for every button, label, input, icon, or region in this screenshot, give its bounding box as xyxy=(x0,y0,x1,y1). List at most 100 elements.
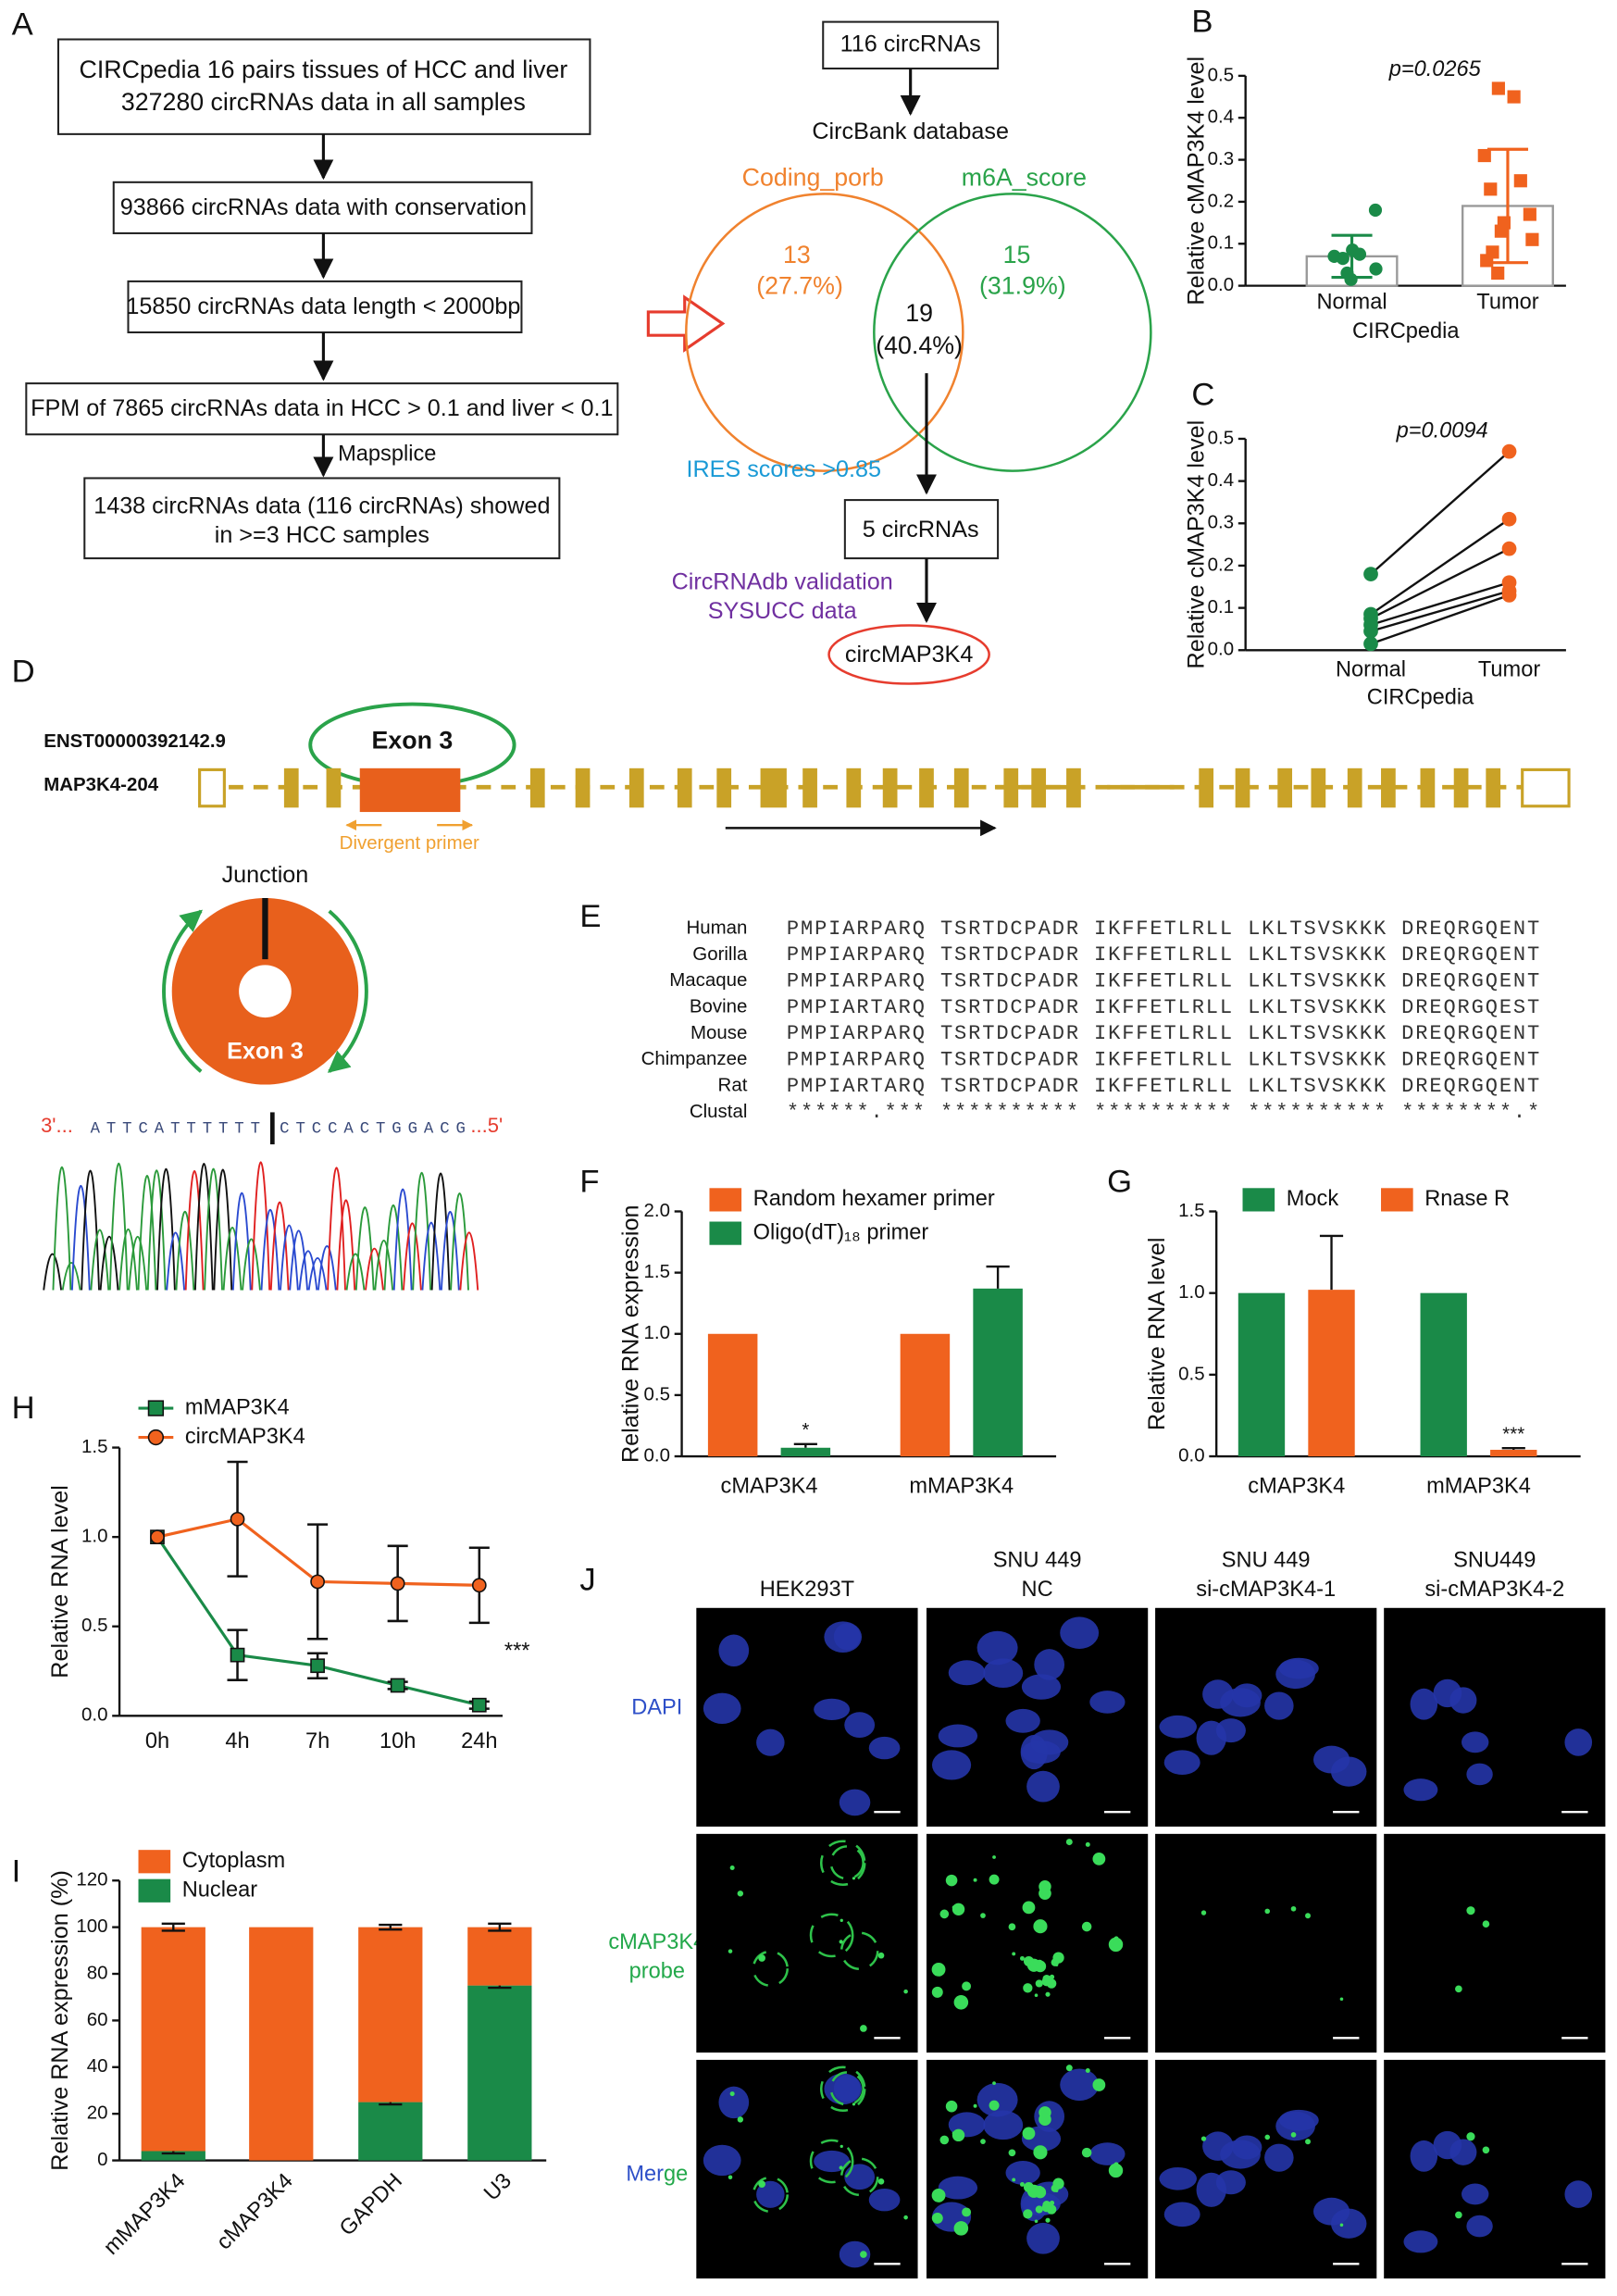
data-point xyxy=(1525,232,1539,246)
chromatogram-peak xyxy=(365,1247,384,1291)
flow-box xyxy=(25,382,619,436)
legend-swatch xyxy=(138,1850,171,1874)
nucleus xyxy=(1403,1778,1438,1802)
microscopy: J DAPI cMAP3K4 probe Merge HEK293T SNU 44… xyxy=(579,1549,1606,2279)
micrograph xyxy=(1384,1833,1606,2053)
probe-signal xyxy=(1019,2182,1025,2187)
probe-signal xyxy=(752,1950,789,1987)
probe-signal xyxy=(1023,1983,1033,1993)
panel-label: H xyxy=(12,1391,35,1426)
x-tick-label: 7h xyxy=(305,1729,330,1753)
panel-label: B xyxy=(1191,4,1213,39)
nucleus xyxy=(1089,1691,1126,1714)
nucleus xyxy=(1264,2143,1294,2172)
y-tick-label: 0.5 xyxy=(644,1383,670,1404)
data-point xyxy=(1491,266,1505,281)
nucleus xyxy=(1449,1687,1477,1714)
chromatogram-peak xyxy=(118,1228,138,1291)
probe-signal xyxy=(980,1913,986,1918)
column-header: SNU449 xyxy=(1453,1549,1536,1573)
y-tick-label: 0.0 xyxy=(81,1704,107,1726)
chromatogram-peak xyxy=(99,1236,119,1291)
y-tick-label: 1.0 xyxy=(1178,1281,1204,1303)
bar-segment xyxy=(358,2102,423,2161)
nucleus xyxy=(824,2073,863,2105)
micrograph xyxy=(1155,1833,1377,2053)
probe-signal xyxy=(1305,1913,1311,1919)
flow-text: FPM of 7865 circRNAs data in HCC > 0.1 a… xyxy=(31,395,613,421)
probe-signal xyxy=(1035,1979,1043,1988)
nucleus xyxy=(868,2188,901,2212)
bar xyxy=(973,1288,1023,1457)
y-tick-label: 120 xyxy=(76,1869,107,1890)
legend-label: Rnase R xyxy=(1424,1187,1510,1211)
chromatogram-peak xyxy=(222,1226,243,1291)
probe-signal xyxy=(1012,1952,1016,1956)
y-tick-label: 20 xyxy=(87,2103,108,2124)
probe-signal xyxy=(1290,1905,1297,1912)
probe-signal xyxy=(931,2212,943,2224)
flow-text: 116 circRNAs xyxy=(840,31,981,56)
y-tick-label: 0.0 xyxy=(644,1444,670,1466)
y-tick-label: 0.4 xyxy=(1208,106,1234,128)
nucleus xyxy=(703,2144,741,2177)
data-point xyxy=(1352,247,1367,261)
y-tick-label: 0.0 xyxy=(1178,1444,1204,1466)
aligned-sequence: PMPIARTARQ TSRTDCPADR IKFFETLRLL LKLTSVS… xyxy=(787,1075,1541,1098)
bar-segment xyxy=(141,2151,205,2161)
chromatogram-peak xyxy=(345,1253,366,1291)
probe-signal xyxy=(852,1877,856,1880)
column-header: SNU 449 xyxy=(993,1549,1082,1573)
row-label: probe xyxy=(629,1960,685,1984)
exon-3 xyxy=(359,767,461,813)
exon xyxy=(1031,767,1047,808)
legend-swatch xyxy=(147,1429,165,1446)
nucleus xyxy=(718,1634,750,1667)
venn-share: (31.9%) xyxy=(979,271,1066,299)
legend-swatch xyxy=(147,1400,165,1416)
circ-exon-label: Exon 3 xyxy=(227,1039,304,1065)
flow-text: 327280 circRNAs data in all samples xyxy=(121,88,526,116)
column-header: NC xyxy=(1022,1578,1053,1602)
exon xyxy=(919,767,934,808)
nucleus xyxy=(1466,1763,1493,1786)
probe-signal xyxy=(840,2157,879,2197)
micrograph xyxy=(1155,2059,1377,2279)
nucleus xyxy=(1564,1728,1593,1756)
aligned-sequence: PMPIARPARQ TSRTDCPADR IKFFETLRLL LKLTSVS… xyxy=(787,943,1541,967)
chromatogram-peak xyxy=(412,1172,432,1291)
probe-signal xyxy=(1108,1937,1124,1953)
probe-signal xyxy=(1466,1906,1475,1915)
nucleus xyxy=(1163,1750,1200,1775)
y-tick-label: 1.0 xyxy=(644,1322,670,1343)
row-label: Merge xyxy=(626,2163,688,2187)
probe-signal xyxy=(752,2176,789,2214)
bar xyxy=(1420,1292,1467,1457)
y-axis-title: Relative RNA level xyxy=(47,1485,73,1678)
annotation: * xyxy=(802,1419,809,1441)
nucleus xyxy=(948,1660,986,1686)
exon xyxy=(326,767,342,808)
panel-label: J xyxy=(579,1563,595,1598)
probe-signal xyxy=(1092,1853,1106,1866)
chromatogram-peak xyxy=(459,1231,479,1291)
nucleus xyxy=(1196,1720,1226,1755)
probe-signal xyxy=(829,2071,864,2106)
row-label: cMAP3K4 xyxy=(608,1930,705,1954)
nucleus xyxy=(1449,2139,1477,2165)
utr xyxy=(1521,767,1571,808)
bar-segment xyxy=(141,1927,205,2152)
probe-signal xyxy=(1065,2065,1073,2072)
probe-signal xyxy=(829,1845,864,1880)
chromatogram-peak xyxy=(298,1250,318,1291)
bar xyxy=(780,1447,831,1457)
data-point xyxy=(1491,81,1505,95)
probe-signal xyxy=(952,1903,965,1915)
nucleus xyxy=(1275,1659,1315,1690)
panel-label: A xyxy=(12,6,34,42)
data-point xyxy=(1363,623,1378,639)
probe-signal xyxy=(819,1840,866,1886)
column-header: si-cMAP3K4-2 xyxy=(1424,1578,1564,1602)
nucleus xyxy=(1275,2111,1315,2141)
